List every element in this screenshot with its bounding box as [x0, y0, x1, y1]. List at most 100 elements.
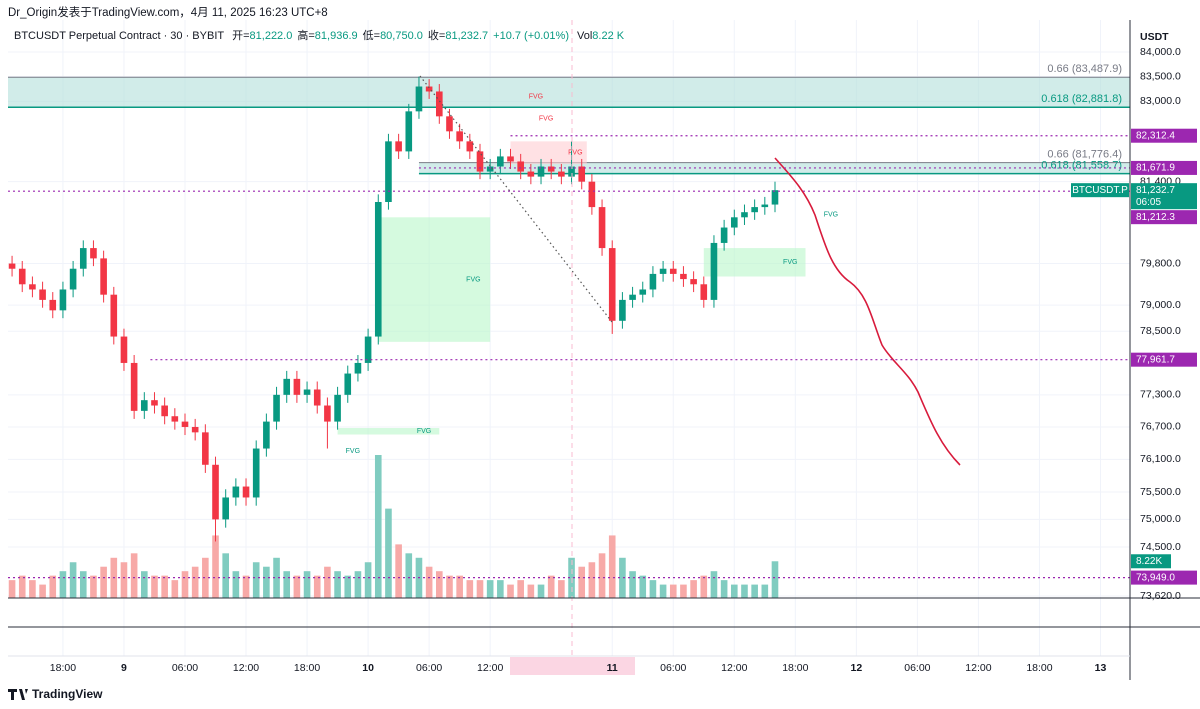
candle-body: [720, 227, 728, 243]
volume-bar: [313, 575, 321, 598]
fib-zone: [8, 77, 1130, 108]
fvg-box: [510, 141, 587, 164]
level-tag-label: 82,312.4: [1136, 130, 1175, 141]
y-tick-label: 76,100.0: [1140, 453, 1181, 465]
candle-body: [415, 86, 423, 112]
candle-body: [171, 416, 179, 422]
volume-bar: [374, 455, 382, 598]
legend-text: 开=: [232, 30, 249, 42]
volume-bar: [385, 508, 392, 598]
candle-body: [374, 202, 382, 337]
candle-body: [730, 217, 738, 228]
volume-bar: [741, 584, 748, 598]
volume-bar: [242, 575, 250, 598]
volume-bar: [293, 575, 301, 598]
crosshair-time-tag: [510, 657, 635, 675]
candle-body: [313, 389, 321, 406]
fvg-box: [378, 217, 491, 342]
volume-bar: [466, 580, 474, 598]
volume-bar: [79, 571, 87, 598]
y-tick-label: 75,000.0: [1140, 513, 1181, 525]
volume-bar: [405, 553, 413, 598]
volume-bar: [283, 571, 291, 598]
volume-bar: [354, 571, 362, 598]
fvg-label: FVG: [783, 259, 797, 266]
volume-bar: [568, 557, 575, 598]
volume-bar: [435, 571, 443, 598]
fvg-label: FVG: [568, 150, 582, 157]
volume-bar: [730, 584, 738, 598]
candle-body: [232, 486, 240, 498]
volume-bar: [710, 571, 718, 598]
level-tag: [1131, 352, 1197, 367]
volume-bar: [751, 584, 758, 598]
candle-body: [344, 373, 352, 395]
candle-body: [405, 111, 413, 152]
volume-bar: [558, 580, 565, 598]
candle-body: [263, 421, 270, 449]
candle-body: [120, 336, 128, 363]
legend-text: +10.7 (+0.01%): [493, 30, 569, 42]
x-tick-label: 18:00: [782, 662, 808, 674]
candle-body: [639, 289, 647, 295]
candle-body: [303, 389, 311, 395]
x-tick-label: 12:00: [721, 662, 747, 674]
x-tick-label: 10: [362, 662, 374, 674]
candle-body: [598, 207, 606, 249]
candle-body: [385, 141, 392, 203]
candle-body: [100, 258, 107, 295]
candle-body: [568, 166, 575, 177]
x-tick-label: 06:00: [172, 662, 198, 674]
candle-body: [588, 181, 596, 208]
levels: [8, 135, 1130, 579]
level-tag-label: 81,212.3: [1136, 212, 1175, 223]
fvg-box: [703, 248, 806, 277]
level-tag-label: 81,671.9: [1136, 163, 1175, 174]
x-tick-label: 9: [121, 662, 127, 674]
volume-bar: [476, 580, 484, 598]
candle-body: [669, 268, 677, 274]
volume-bar: [273, 557, 280, 598]
candle-body: [486, 166, 494, 172]
symbol-tag-label: BTCUSDT.P: [1072, 185, 1128, 196]
volume-bar: [141, 571, 148, 598]
candle-body: [425, 86, 433, 92]
level-tag: [1131, 160, 1197, 175]
level-tag-label: 77,961.7: [1136, 354, 1175, 365]
candle-body: [252, 448, 260, 498]
volume-bar: [669, 584, 677, 598]
volume-bar: [771, 561, 779, 598]
candle-body: [537, 166, 545, 177]
candle-body: [446, 116, 453, 132]
candle-body: [771, 190, 779, 205]
fvg-label: FVG: [529, 93, 543, 100]
volume-bar: [497, 580, 504, 598]
candle-body: [578, 166, 586, 182]
candle-body: [324, 405, 331, 422]
y-tick-label: 74,500.0: [1140, 541, 1181, 553]
y-tick-label: 79,800.0: [1140, 257, 1181, 269]
candle-body: [741, 212, 748, 218]
y-tick-label: 73,620.0: [1140, 590, 1181, 602]
volume-bar: [191, 566, 199, 598]
volume-bar: [212, 535, 219, 598]
volume-bar: [39, 584, 46, 598]
volume-bar: [659, 584, 667, 598]
volume-bar: [303, 571, 311, 598]
x-tick-label: 06:00: [904, 662, 930, 674]
volume-bar: [446, 575, 453, 598]
candle-body: [273, 394, 280, 422]
candle-body: [517, 161, 524, 172]
volume-bar: [690, 580, 697, 598]
candle-body: [59, 289, 67, 311]
candle-body: [751, 207, 758, 213]
candle-body: [191, 426, 199, 433]
fvg-box: [337, 428, 440, 435]
volume-bar: [680, 584, 687, 598]
volume-bar: [527, 584, 535, 598]
volume-bar: [49, 575, 57, 598]
volume-bar: [700, 575, 708, 598]
volume-bar: [100, 566, 107, 598]
candle-body: [39, 289, 46, 300]
volume-bar: [588, 562, 596, 598]
